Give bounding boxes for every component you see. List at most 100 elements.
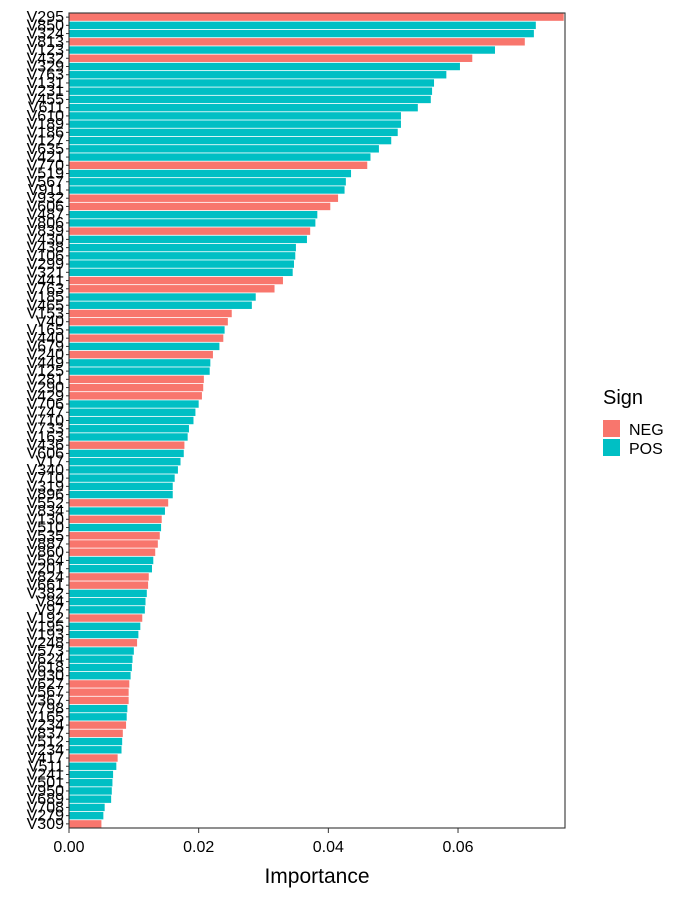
bar-v231 <box>69 87 433 95</box>
y-tick-label: V125 <box>27 363 64 380</box>
y-tick-label: V186 <box>27 124 64 141</box>
y-tick-label: V449 <box>27 355 64 372</box>
bar-v567 <box>69 688 129 696</box>
bar-v165 <box>69 326 225 334</box>
bar-v806 <box>69 219 316 227</box>
bar-v519 <box>69 169 352 178</box>
bar-v125 <box>69 367 210 375</box>
y-tick-label: V131 <box>27 75 64 92</box>
bar-v279 <box>69 811 104 820</box>
bar-v440 <box>69 334 224 342</box>
bar-v201 <box>69 564 152 573</box>
bar-v860 <box>69 548 156 556</box>
bar-v193 <box>69 630 139 639</box>
y-tick-label: V834 <box>27 503 64 520</box>
y-tick-label: V564 <box>27 552 64 569</box>
y-tick-label: V165 <box>27 322 64 339</box>
bar-v839 <box>69 227 311 235</box>
bar-v733 <box>69 425 189 433</box>
bar-v17 <box>69 457 181 466</box>
y-tick-label: V436 <box>27 437 64 454</box>
bar-v708 <box>69 803 105 812</box>
x-tick-label: 0.06 <box>442 839 473 856</box>
bar-v131 <box>69 79 435 87</box>
legend-label-neg: NEG <box>629 422 664 439</box>
y-tick-label: V189 <box>27 116 64 133</box>
y-tick-label: V234 <box>27 742 64 759</box>
y-tick-label: V123 <box>27 42 64 59</box>
y-tick-label: V911 <box>28 182 64 199</box>
y-tick-label: V747 <box>27 404 64 421</box>
legend-key-pos <box>603 439 620 456</box>
y-tick-label: V106 <box>27 248 64 265</box>
y-tick-label: V850 <box>27 17 64 34</box>
y-tick-label: V295 <box>27 9 64 26</box>
y-tick-label: V501 <box>27 775 64 792</box>
bar-v747 <box>69 408 196 416</box>
bar-v106 <box>69 252 296 260</box>
bar-v240 <box>69 350 213 359</box>
y-tick-label: V127 <box>27 133 64 150</box>
y-tick-label: V618 <box>27 659 64 676</box>
y-tick-label: V465 <box>27 297 64 314</box>
bar-v512 <box>69 737 123 746</box>
bar-v321 <box>69 268 293 277</box>
legend: Sign NEG POS <box>603 387 664 458</box>
y-tick-label: V340 <box>27 462 64 479</box>
y-tick-label: V130 <box>27 511 64 528</box>
y-tick-label: V17 <box>36 454 65 471</box>
bar-v192 <box>69 614 143 622</box>
y-tick-label: V770 <box>27 157 64 174</box>
y-tick-label: V706 <box>27 396 64 413</box>
y-tick-label: V40 <box>36 314 65 331</box>
bar-v950 <box>69 787 112 795</box>
x-axis-title: Importance <box>264 865 369 888</box>
y-tick-label: V896 <box>27 487 64 504</box>
bar-v123 <box>69 46 495 54</box>
bar-v248 <box>69 639 138 647</box>
y-tick-label: V573 <box>27 643 64 660</box>
bar-v234 <box>69 746 122 754</box>
bar-v241 <box>69 770 114 779</box>
bar-v763 <box>69 285 275 293</box>
y-tick-label: V417 <box>27 750 64 767</box>
y-tick-label: V165 <box>27 709 64 726</box>
y-tick-label: V763 <box>27 281 64 298</box>
y-tick-label: V661 <box>27 577 64 594</box>
y-tick-label: V438 <box>27 240 64 257</box>
y-tick-label: V195 <box>27 618 64 635</box>
y-tick-label: V430 <box>27 231 64 248</box>
x-tick-label: 0.02 <box>183 839 214 856</box>
y-tick-label: V319 <box>27 478 64 495</box>
y-tick-label: V281 <box>27 371 64 388</box>
bar-v299 <box>69 260 294 268</box>
y-tick-label: V611 <box>28 100 64 117</box>
y-tick-label: V763 <box>27 67 64 84</box>
y-tick-label: V201 <box>27 561 64 578</box>
y-tick-label: V231 <box>27 83 64 100</box>
y-tick-label: V193 <box>27 627 64 644</box>
bar-v185 <box>69 293 256 301</box>
bar-v329 <box>69 62 460 71</box>
bar-v606 <box>69 449 184 458</box>
y-tick-label: V429 <box>27 388 64 405</box>
y-tick-label: V234 <box>27 717 64 734</box>
y-tick-label: V512 <box>27 734 64 751</box>
bar-v567 <box>69 178 346 186</box>
bar-v290 <box>69 383 204 392</box>
y-tick-label: V163 <box>27 429 64 446</box>
y-tick-label: V185 <box>27 289 64 306</box>
legend-title: Sign <box>603 387 643 409</box>
bar-v195 <box>69 622 141 631</box>
bar-v564 <box>69 556 154 565</box>
y-tick-label: V710 <box>27 413 64 430</box>
y-tick-label: V860 <box>27 544 64 561</box>
y-tick-label: V798 <box>27 701 64 718</box>
bar-v165 <box>69 713 127 721</box>
bar-v234 <box>69 721 127 729</box>
bar-v97 <box>69 606 145 614</box>
y-tick-label: V299 <box>27 256 64 273</box>
bar-v309 <box>69 820 102 828</box>
bar-v624 <box>69 655 133 663</box>
